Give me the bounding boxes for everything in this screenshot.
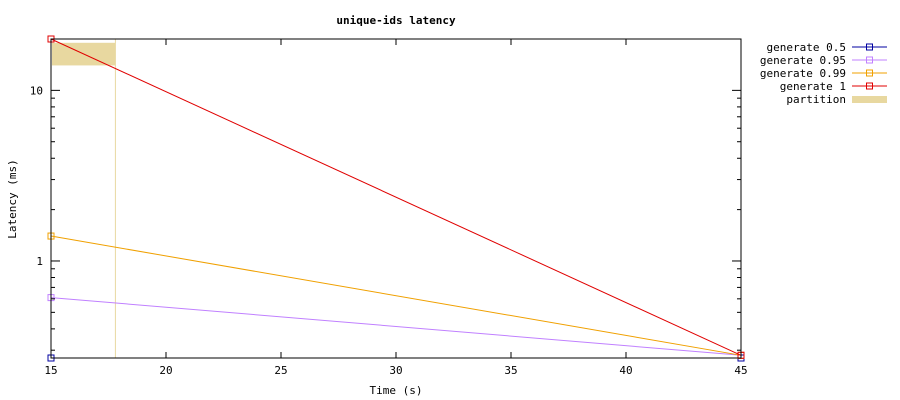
x-tick-label: 45 — [734, 364, 747, 377]
legend-swatch — [852, 96, 887, 103]
legend-label: generate 0.99 — [760, 67, 846, 80]
legend-marker — [866, 69, 873, 77]
x-tick-label: 40 — [619, 364, 632, 377]
x-tick-label: 20 — [159, 364, 172, 377]
legend-marker — [866, 43, 873, 51]
legend-label: generate 1 — [780, 80, 846, 93]
series-line-3 — [50, 38, 742, 356]
series-line-2 — [50, 235, 742, 356]
legend-marker — [866, 82, 873, 90]
y-tick-label: 1 — [36, 255, 43, 268]
axes: 15 20 25 30 35 40 45 1 10 — [30, 38, 748, 377]
x-axis-label: Time (s) — [370, 384, 423, 397]
legend-label: partition — [786, 93, 846, 106]
legend-marker — [866, 56, 873, 64]
plot-area — [47, 35, 745, 362]
chart-title: unique-ids latency — [336, 14, 456, 27]
y-axis-label: Latency (ms) — [6, 159, 19, 238]
legend-label: generate 0.5 — [767, 41, 846, 54]
y-tick-label: 10 — [30, 84, 43, 97]
legend-label: generate 0.95 — [760, 54, 846, 67]
x-tick-label: 30 — [389, 364, 402, 377]
x-tick-label: 35 — [504, 364, 517, 377]
x-tick-label: 15 — [44, 364, 57, 377]
x-tick-label: 25 — [274, 364, 287, 377]
series-line-1 — [50, 297, 742, 356]
